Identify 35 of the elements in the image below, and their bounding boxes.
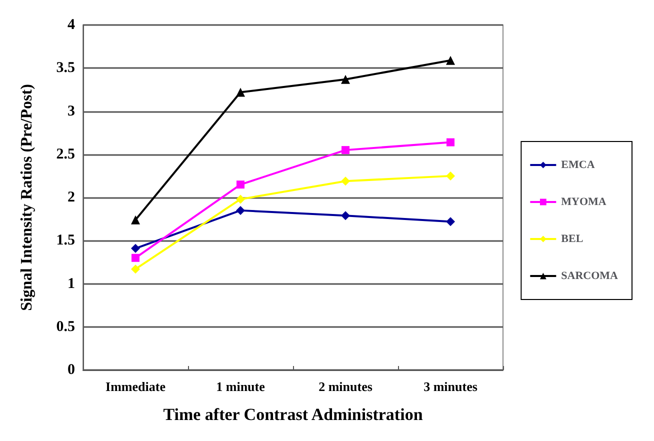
point <box>131 264 140 274</box>
y-tick-label: 3.5 <box>56 60 75 76</box>
legend-label: MYOMA <box>561 196 606 208</box>
y-tick-label: 0 <box>68 362 75 378</box>
legend-label: BEL <box>561 233 584 245</box>
x-tick-label: 1 minute <box>216 379 266 394</box>
point <box>342 146 350 154</box>
point <box>446 56 455 65</box>
y-tick-label: 3 <box>68 103 75 120</box>
legend-label: EMCA <box>561 159 595 171</box>
y-tick-label: 0.5 <box>56 318 75 335</box>
point <box>236 88 245 97</box>
x-tick-label: Immediate <box>106 379 166 394</box>
point <box>446 217 455 226</box>
x-tick-label: 2 minutes <box>318 379 372 394</box>
y-axis-title: Signal Intensity Ratios (Pre/Post) <box>18 84 36 311</box>
y-tick-label: 4 <box>68 17 76 33</box>
y-tick-label: 2 <box>68 190 75 206</box>
y-tick-label: 1.5 <box>56 232 75 249</box>
point <box>341 176 350 186</box>
point <box>131 215 140 224</box>
legend-label: SARCOMA <box>561 270 618 282</box>
y-tick-label: 2.5 <box>56 146 75 162</box>
x-tick-label: 3 minutes <box>424 379 478 394</box>
point <box>446 138 454 146</box>
point <box>131 244 140 253</box>
x-axis-title: Time after Contrast Administration <box>163 405 424 424</box>
point <box>236 194 245 204</box>
point <box>236 206 245 215</box>
y-tick-label: 1 <box>68 276 75 292</box>
point <box>446 171 455 180</box>
point <box>132 254 140 262</box>
point <box>341 74 350 84</box>
point <box>236 180 244 189</box>
point <box>341 211 350 220</box>
